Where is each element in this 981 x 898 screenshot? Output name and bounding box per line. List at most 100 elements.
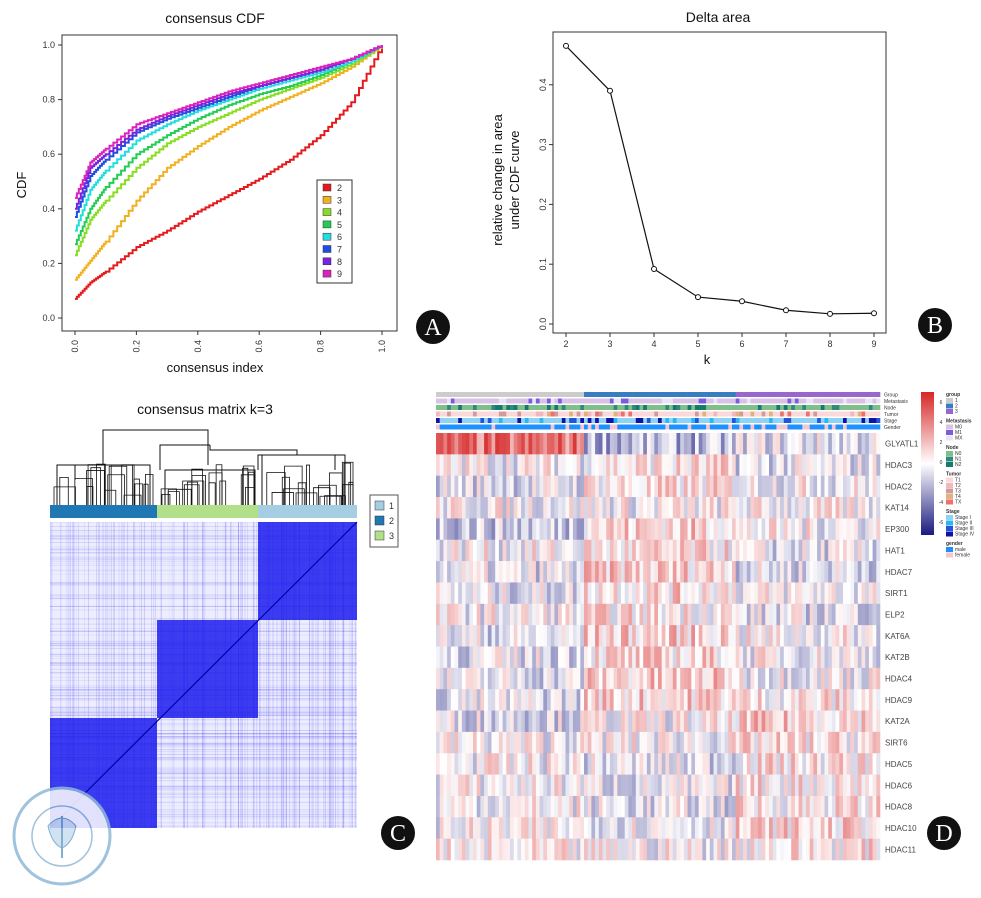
- heatmap-cell: [454, 433, 459, 455]
- heatmap-cell: [806, 603, 810, 626]
- heatmap-cell: [517, 795, 522, 818]
- heatmap-cell: [565, 689, 570, 711]
- dendrogram-branch: [133, 478, 140, 505]
- heatmap-cell: [669, 774, 674, 797]
- heatmap-cell: [732, 454, 736, 476]
- annotation-cell-stage: [502, 418, 507, 423]
- annotation-cell-metastasis: [447, 398, 452, 404]
- heatmap-cell: [750, 475, 755, 498]
- heatmap-cell: [484, 731, 489, 754]
- heatmap-cell: [661, 433, 666, 455]
- annotation-cell-group: [658, 392, 662, 397]
- heatmap-cell: [817, 689, 822, 711]
- annotation-cell-tumor: [646, 411, 651, 417]
- svg-text:D: D: [935, 821, 952, 847]
- annotation-cell-group: [539, 392, 544, 397]
- heatmap-cell: [813, 753, 818, 775]
- annotation-cell-group: [454, 392, 459, 397]
- heatmap-cell: [806, 475, 810, 498]
- heatmap-cell: [732, 561, 736, 583]
- annotation-cell-tumor: [872, 411, 877, 417]
- heatmap-cell: [624, 518, 629, 541]
- heatmap-cell: [484, 518, 489, 541]
- annotation-cell-tumor: [695, 411, 699, 417]
- heatmap-cell: [524, 497, 529, 519]
- annotation-cell-tumor: [487, 411, 492, 417]
- annotation-cell-stage: [754, 418, 759, 423]
- heatmap-cell: [713, 795, 718, 818]
- annotation-cell-gender: [732, 424, 736, 430]
- annotation-cell-gender: [846, 424, 851, 430]
- heatmap-cell: [769, 497, 773, 519]
- annotation-cell-metastasis: [524, 398, 529, 404]
- annotation-cell-group: [587, 392, 592, 397]
- annotation-cell-node: [484, 405, 489, 410]
- heatmap-cell: [798, 731, 803, 754]
- heatmap-cell: [547, 561, 551, 583]
- heatmap-cell: [691, 817, 696, 839]
- heatmap-cell: [709, 774, 714, 797]
- heatmap-cell: [765, 625, 770, 647]
- heatmap-cell: [854, 539, 859, 562]
- annotation-cell-stage: [595, 418, 600, 423]
- annotation-cell-gender: [621, 424, 625, 430]
- heatmap-cell: [598, 518, 603, 541]
- heatmap-cell: [517, 497, 522, 519]
- annotation-cell-gender: [598, 424, 603, 430]
- heatmap-cell: [643, 582, 648, 605]
- heatmap-cell: [473, 795, 477, 818]
- heatmap-cell: [476, 475, 481, 498]
- heatmap-cell: [698, 774, 703, 797]
- heatmap-cell: [702, 518, 707, 541]
- heatmap-cell: [865, 561, 870, 583]
- heatmap-cell: [698, 753, 703, 775]
- dendrogram-branch: [271, 492, 294, 505]
- annotation-cell-group: [558, 392, 563, 397]
- heatmap-cell: [717, 518, 722, 541]
- heatmap-cell: [746, 795, 751, 818]
- heatmap-cell: [732, 646, 736, 669]
- heatmap-cell: [835, 795, 840, 818]
- heatmap-cell: [473, 731, 477, 754]
- heatmap-cell: [672, 582, 677, 605]
- heatmap-cell: [850, 582, 855, 605]
- heatmap-cell: [632, 539, 637, 562]
- heatmap-cell: [635, 753, 640, 775]
- heatmap-cell: [587, 433, 592, 455]
- annotation-cell-gender: [665, 424, 670, 430]
- heatmap-cell: [439, 603, 444, 626]
- heatmap-cell: [743, 475, 748, 498]
- annotation-cell-metastasis: [461, 398, 466, 404]
- heatmap-cell: [550, 475, 555, 498]
- heatmap-cell: [495, 774, 500, 797]
- heatmap-cell: [491, 795, 496, 818]
- annotation-cell-metastasis: [720, 398, 725, 404]
- heatmap-cell: [802, 539, 807, 562]
- heatmap-cell: [728, 667, 733, 690]
- legend-item-label: female: [955, 553, 970, 559]
- heatmap-cell: [820, 582, 825, 605]
- heatmap-cell: [806, 433, 810, 455]
- heatmap-cell: [831, 667, 836, 690]
- legend-swatch: [946, 424, 953, 430]
- heatmap-cell: [702, 625, 707, 647]
- legend-item-label: Stage I: [955, 515, 971, 521]
- heatmap-cell: [487, 731, 492, 754]
- annotation-cell-metastasis: [739, 398, 744, 404]
- heatmap-cell: [698, 603, 703, 626]
- heatmap-cell: [728, 518, 733, 541]
- heatmap-cell: [495, 795, 500, 818]
- heatmap-cell: [687, 603, 692, 626]
- annotation-cell-gender: [843, 424, 847, 430]
- heatmap-cell: [587, 625, 592, 647]
- annotation-cell-node: [458, 405, 463, 410]
- heatmap-cell: [535, 454, 540, 476]
- annotation-cell-node: [754, 405, 759, 410]
- heatmap-cell: [761, 646, 766, 669]
- legend-swatch: [946, 435, 953, 441]
- annotation-cell-metastasis: [450, 398, 455, 404]
- annotation-cell-stage: [513, 418, 518, 423]
- annotation-cell-group: [680, 392, 685, 397]
- heatmap-cell: [746, 582, 751, 605]
- heatmap-cell: [728, 838, 733, 861]
